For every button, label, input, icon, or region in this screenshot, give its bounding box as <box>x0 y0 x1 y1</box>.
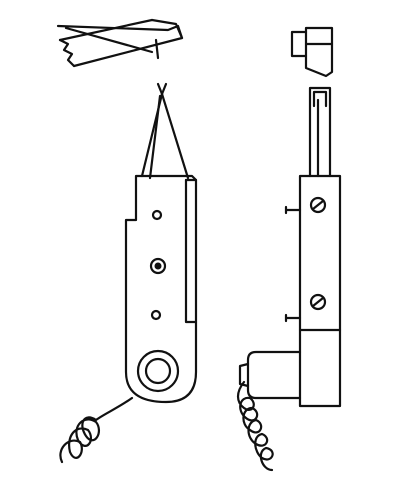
upper-hole <box>151 209 163 221</box>
terminal-inner-ring <box>144 357 172 385</box>
side-terminal-block <box>246 350 302 400</box>
coiled-lead-side <box>236 380 274 472</box>
broken-wire-segment <box>56 18 184 68</box>
lower-hole <box>150 309 162 321</box>
front-view-tool <box>59 82 198 464</box>
side-body <box>298 174 342 408</box>
front-body-outline <box>124 174 198 404</box>
upper-screw-side <box>309 196 327 214</box>
tweezer-tip <box>156 82 168 96</box>
top-clip-block <box>290 26 334 78</box>
center-screw <box>149 257 167 275</box>
lower-screw-side <box>309 293 327 311</box>
probe-rod <box>308 86 332 178</box>
terminal-outer-ring <box>136 349 180 393</box>
coiled-lead-front <box>59 396 134 464</box>
side-view-tool <box>236 26 342 472</box>
